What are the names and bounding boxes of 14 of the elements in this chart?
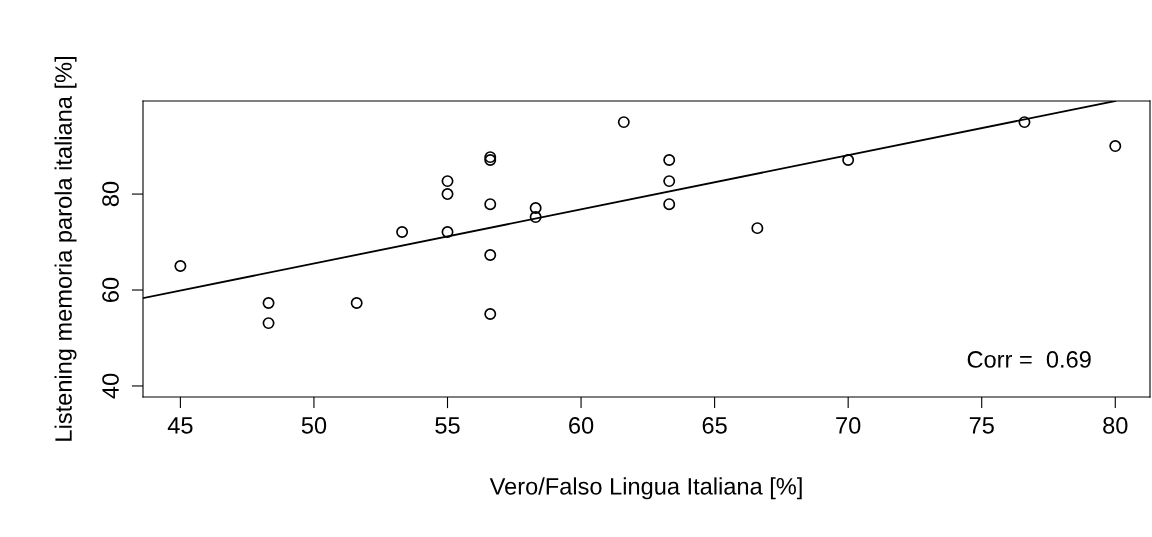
- annotation: Corr = 0.69: [967, 351, 1091, 368]
- y-tick-label: 40: [102, 373, 119, 399]
- x-tick-label: 45: [167, 417, 193, 434]
- y-tick-label: 80: [102, 181, 119, 207]
- x-tick-label: 50: [301, 417, 327, 434]
- x-axis-title: Vero/Falso Lingua Italiana [%]: [489, 477, 802, 500]
- x-tick-label: 80: [1103, 417, 1128, 434]
- y-tick-label: 60: [102, 277, 119, 302]
- x-tick-label: 60: [569, 417, 594, 434]
- x-tick-label: 70: [836, 417, 861, 434]
- x-tick-label: 75: [969, 417, 994, 434]
- x-tick-label: 55: [435, 417, 460, 434]
- y-axis-title: Listening memoria parola italiana [%]: [54, 57, 77, 441]
- x-tick-label: 65: [702, 417, 727, 434]
